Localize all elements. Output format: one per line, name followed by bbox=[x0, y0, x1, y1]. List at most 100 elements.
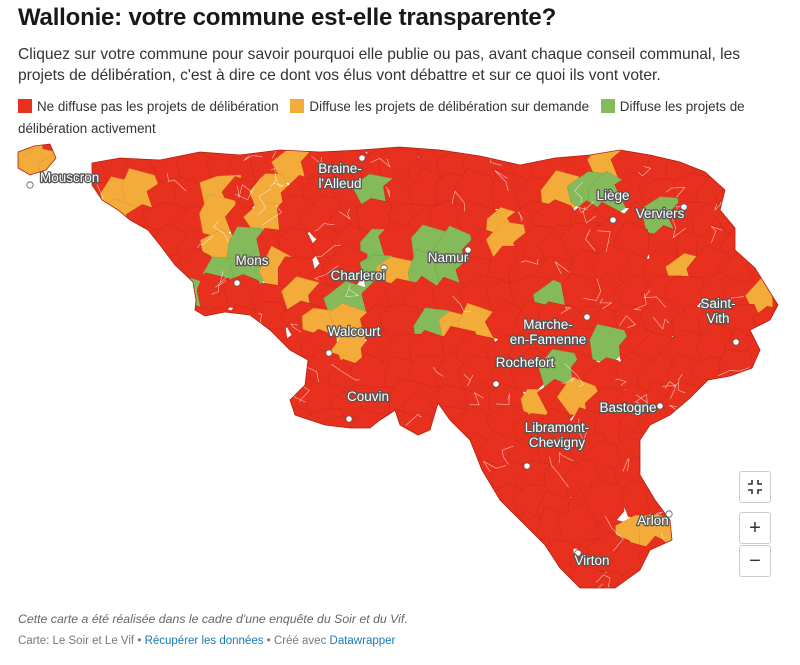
commune-area[interactable] bbox=[748, 176, 793, 218]
commune-area[interactable] bbox=[16, 463, 56, 511]
commune-area[interactable] bbox=[537, 586, 575, 600]
commune-area[interactable] bbox=[195, 406, 244, 449]
commune-area[interactable] bbox=[152, 507, 194, 555]
commune-area[interactable] bbox=[432, 534, 481, 575]
commune-area[interactable] bbox=[637, 435, 686, 478]
commune-area[interactable] bbox=[411, 489, 450, 532]
commune-area[interactable] bbox=[333, 595, 374, 600]
commune-area[interactable] bbox=[119, 305, 161, 347]
commune-area[interactable] bbox=[123, 348, 165, 394]
commune-area[interactable] bbox=[197, 325, 240, 369]
commune-area[interactable] bbox=[0, 227, 41, 270]
fullscreen-button[interactable] bbox=[739, 471, 771, 503]
zoom-in-button[interactable]: + bbox=[739, 512, 771, 544]
commune-area[interactable] bbox=[350, 437, 399, 484]
commune-area[interactable] bbox=[665, 488, 710, 530]
commune-area[interactable] bbox=[198, 455, 246, 503]
commune-area[interactable] bbox=[16, 532, 58, 581]
commune-area[interactable] bbox=[772, 321, 800, 370]
commune-area[interactable] bbox=[17, 253, 59, 295]
commune-area[interactable] bbox=[0, 583, 35, 600]
commune-area[interactable] bbox=[0, 455, 36, 501]
city-marker[interactable]: Mouscron bbox=[26, 169, 101, 189]
commune-area[interactable] bbox=[121, 465, 167, 507]
commune-area[interactable] bbox=[171, 302, 212, 345]
commune-area[interactable] bbox=[42, 189, 87, 239]
city-marker[interactable]: Walcourt bbox=[325, 323, 382, 357]
commune-area[interactable] bbox=[144, 284, 186, 327]
commune-area[interactable] bbox=[299, 489, 347, 530]
commune-area[interactable] bbox=[768, 565, 800, 600]
commune-area[interactable] bbox=[125, 481, 167, 528]
commune-area[interactable] bbox=[283, 534, 326, 577]
commune-area[interactable] bbox=[408, 584, 457, 600]
commune-area[interactable] bbox=[698, 487, 737, 531]
commune-area[interactable] bbox=[119, 140, 159, 161]
commune-area[interactable] bbox=[513, 582, 558, 600]
commune-area[interactable] bbox=[65, 257, 113, 297]
commune-area[interactable] bbox=[276, 462, 323, 506]
commune-area[interactable] bbox=[77, 337, 113, 377]
commune-area[interactable] bbox=[304, 541, 350, 583]
commune-area[interactable] bbox=[144, 539, 188, 586]
commune-area[interactable] bbox=[120, 376, 171, 421]
commune-area[interactable] bbox=[0, 561, 35, 600]
commune-area[interactable] bbox=[73, 403, 122, 448]
commune-area[interactable] bbox=[37, 508, 83, 547]
commune-area[interactable] bbox=[150, 328, 196, 372]
commune-area[interactable] bbox=[750, 428, 790, 478]
commune-area[interactable] bbox=[96, 400, 144, 451]
commune-area[interactable] bbox=[18, 280, 56, 329]
commune-area[interactable] bbox=[0, 327, 33, 373]
commune-area[interactable] bbox=[174, 511, 219, 556]
commune-area[interactable] bbox=[244, 564, 291, 600]
commune-area[interactable] bbox=[382, 535, 422, 575]
commune-area[interactable] bbox=[409, 562, 448, 600]
commune-area[interactable] bbox=[325, 464, 370, 509]
commune-area[interactable] bbox=[143, 307, 189, 347]
commune-area[interactable] bbox=[18, 566, 63, 600]
commune-area[interactable] bbox=[126, 277, 171, 315]
commune-area[interactable] bbox=[427, 507, 476, 554]
commune-area[interactable] bbox=[51, 272, 91, 316]
commune-area[interactable] bbox=[254, 377, 292, 428]
wallonia-map[interactable]: Mouscron Braine-l'Alleud Liège Verviers Namu… bbox=[0, 140, 800, 600]
city-marker[interactable]: Libramont-Chevigny bbox=[523, 419, 591, 470]
commune-area[interactable] bbox=[587, 589, 627, 600]
commune-area[interactable] bbox=[48, 220, 91, 264]
get-data-link[interactable]: Récupérer les données bbox=[144, 635, 264, 647]
commune-area[interactable] bbox=[199, 484, 245, 528]
city-marker[interactable]: Liège bbox=[595, 187, 631, 224]
city-marker[interactable]: Saint-Vith bbox=[699, 295, 740, 346]
commune-area[interactable] bbox=[402, 435, 448, 485]
commune-area[interactable] bbox=[67, 458, 105, 502]
commune-area[interactable] bbox=[486, 532, 523, 579]
datawrapper-link[interactable]: Datawrapper bbox=[329, 635, 396, 647]
city-marker[interactable]: Marche-en-Famenne bbox=[508, 313, 591, 348]
commune-area[interactable] bbox=[304, 564, 347, 600]
commune-area[interactable] bbox=[220, 592, 264, 600]
zoom-out-button[interactable]: − bbox=[739, 545, 771, 577]
commune-area[interactable] bbox=[353, 459, 403, 499]
commune-area[interactable] bbox=[693, 461, 736, 499]
commune-area[interactable] bbox=[201, 510, 244, 558]
commune-area[interactable] bbox=[0, 403, 35, 453]
commune-area[interactable] bbox=[34, 352, 84, 396]
commune-area[interactable] bbox=[768, 140, 800, 160]
commune-area[interactable] bbox=[207, 534, 252, 575]
commune-area[interactable] bbox=[138, 581, 188, 600]
commune-area[interactable] bbox=[257, 352, 299, 399]
commune-area[interactable] bbox=[70, 140, 109, 164]
commune-area[interactable] bbox=[78, 430, 120, 475]
commune-area[interactable] bbox=[155, 457, 195, 501]
commune-area[interactable] bbox=[35, 456, 82, 506]
commune-area[interactable] bbox=[379, 590, 420, 600]
commune-area[interactable] bbox=[675, 459, 719, 506]
commune-area[interactable] bbox=[175, 591, 222, 600]
commune-area[interactable] bbox=[228, 386, 271, 429]
commune-area[interactable] bbox=[171, 431, 221, 476]
commune-area[interactable] bbox=[406, 455, 447, 498]
commune-area[interactable] bbox=[220, 506, 265, 556]
commune-area[interactable] bbox=[414, 511, 459, 557]
commune-area[interactable] bbox=[660, 565, 712, 600]
